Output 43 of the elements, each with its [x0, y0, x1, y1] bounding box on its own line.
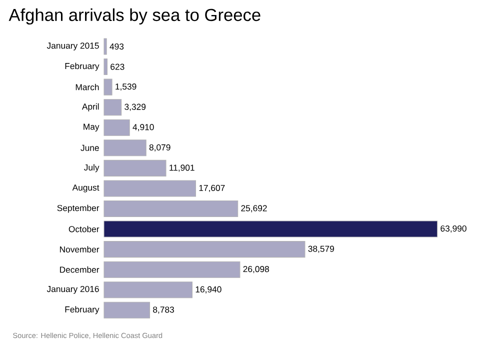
y-tick-label: February — [65, 62, 100, 71]
bar — [104, 261, 240, 278]
data-label: 623 — [110, 64, 124, 70]
data-label: 3,329 — [124, 104, 146, 111]
bar — [104, 220, 438, 238]
bar — [104, 38, 107, 55]
y-tick-label: June — [80, 144, 99, 151]
y-tick-label: August — [72, 184, 100, 192]
data-label: 63,990 — [440, 225, 466, 233]
data-label: 11,901 — [170, 164, 194, 172]
y-tick-label: May — [84, 124, 100, 132]
data-label: 493 — [110, 43, 124, 50]
y-tick-label: December — [60, 266, 100, 273]
data-label: 1,539 — [116, 83, 136, 91]
y-tick-label: April — [82, 103, 99, 112]
bar — [104, 200, 238, 218]
bar — [104, 140, 146, 156]
y-tick-label: October — [68, 226, 100, 232]
data-label: 26,098 — [243, 266, 269, 274]
bar — [104, 282, 193, 298]
data-label: 38,579 — [308, 246, 334, 253]
data-label: 17,607 — [199, 184, 225, 192]
bar — [104, 99, 122, 116]
y-tick-label: January 2016 — [46, 286, 99, 294]
bar — [104, 180, 196, 197]
y-tick-label: July — [84, 164, 100, 172]
bar — [104, 119, 130, 136]
data-label: 16,940 — [196, 286, 222, 294]
chart-title: Afghan arrivals by sea to Greece — [8, 8, 260, 25]
data-label: 8,079 — [149, 144, 170, 152]
y-tick-label: March — [76, 84, 99, 90]
bar — [104, 78, 112, 96]
bar — [104, 241, 306, 258]
y-tick-label: September — [57, 204, 100, 213]
data-label: 8,783 — [153, 306, 174, 314]
y-tick-label: February — [65, 306, 100, 314]
bar — [104, 58, 108, 76]
bar — [104, 160, 166, 176]
y-tick-label: November — [60, 246, 100, 252]
data-label: 25,692 — [241, 205, 267, 212]
y-tick-label: January 2015 — [46, 42, 99, 50]
bar — [104, 302, 150, 318]
data-label: 4,910 — [132, 124, 154, 132]
